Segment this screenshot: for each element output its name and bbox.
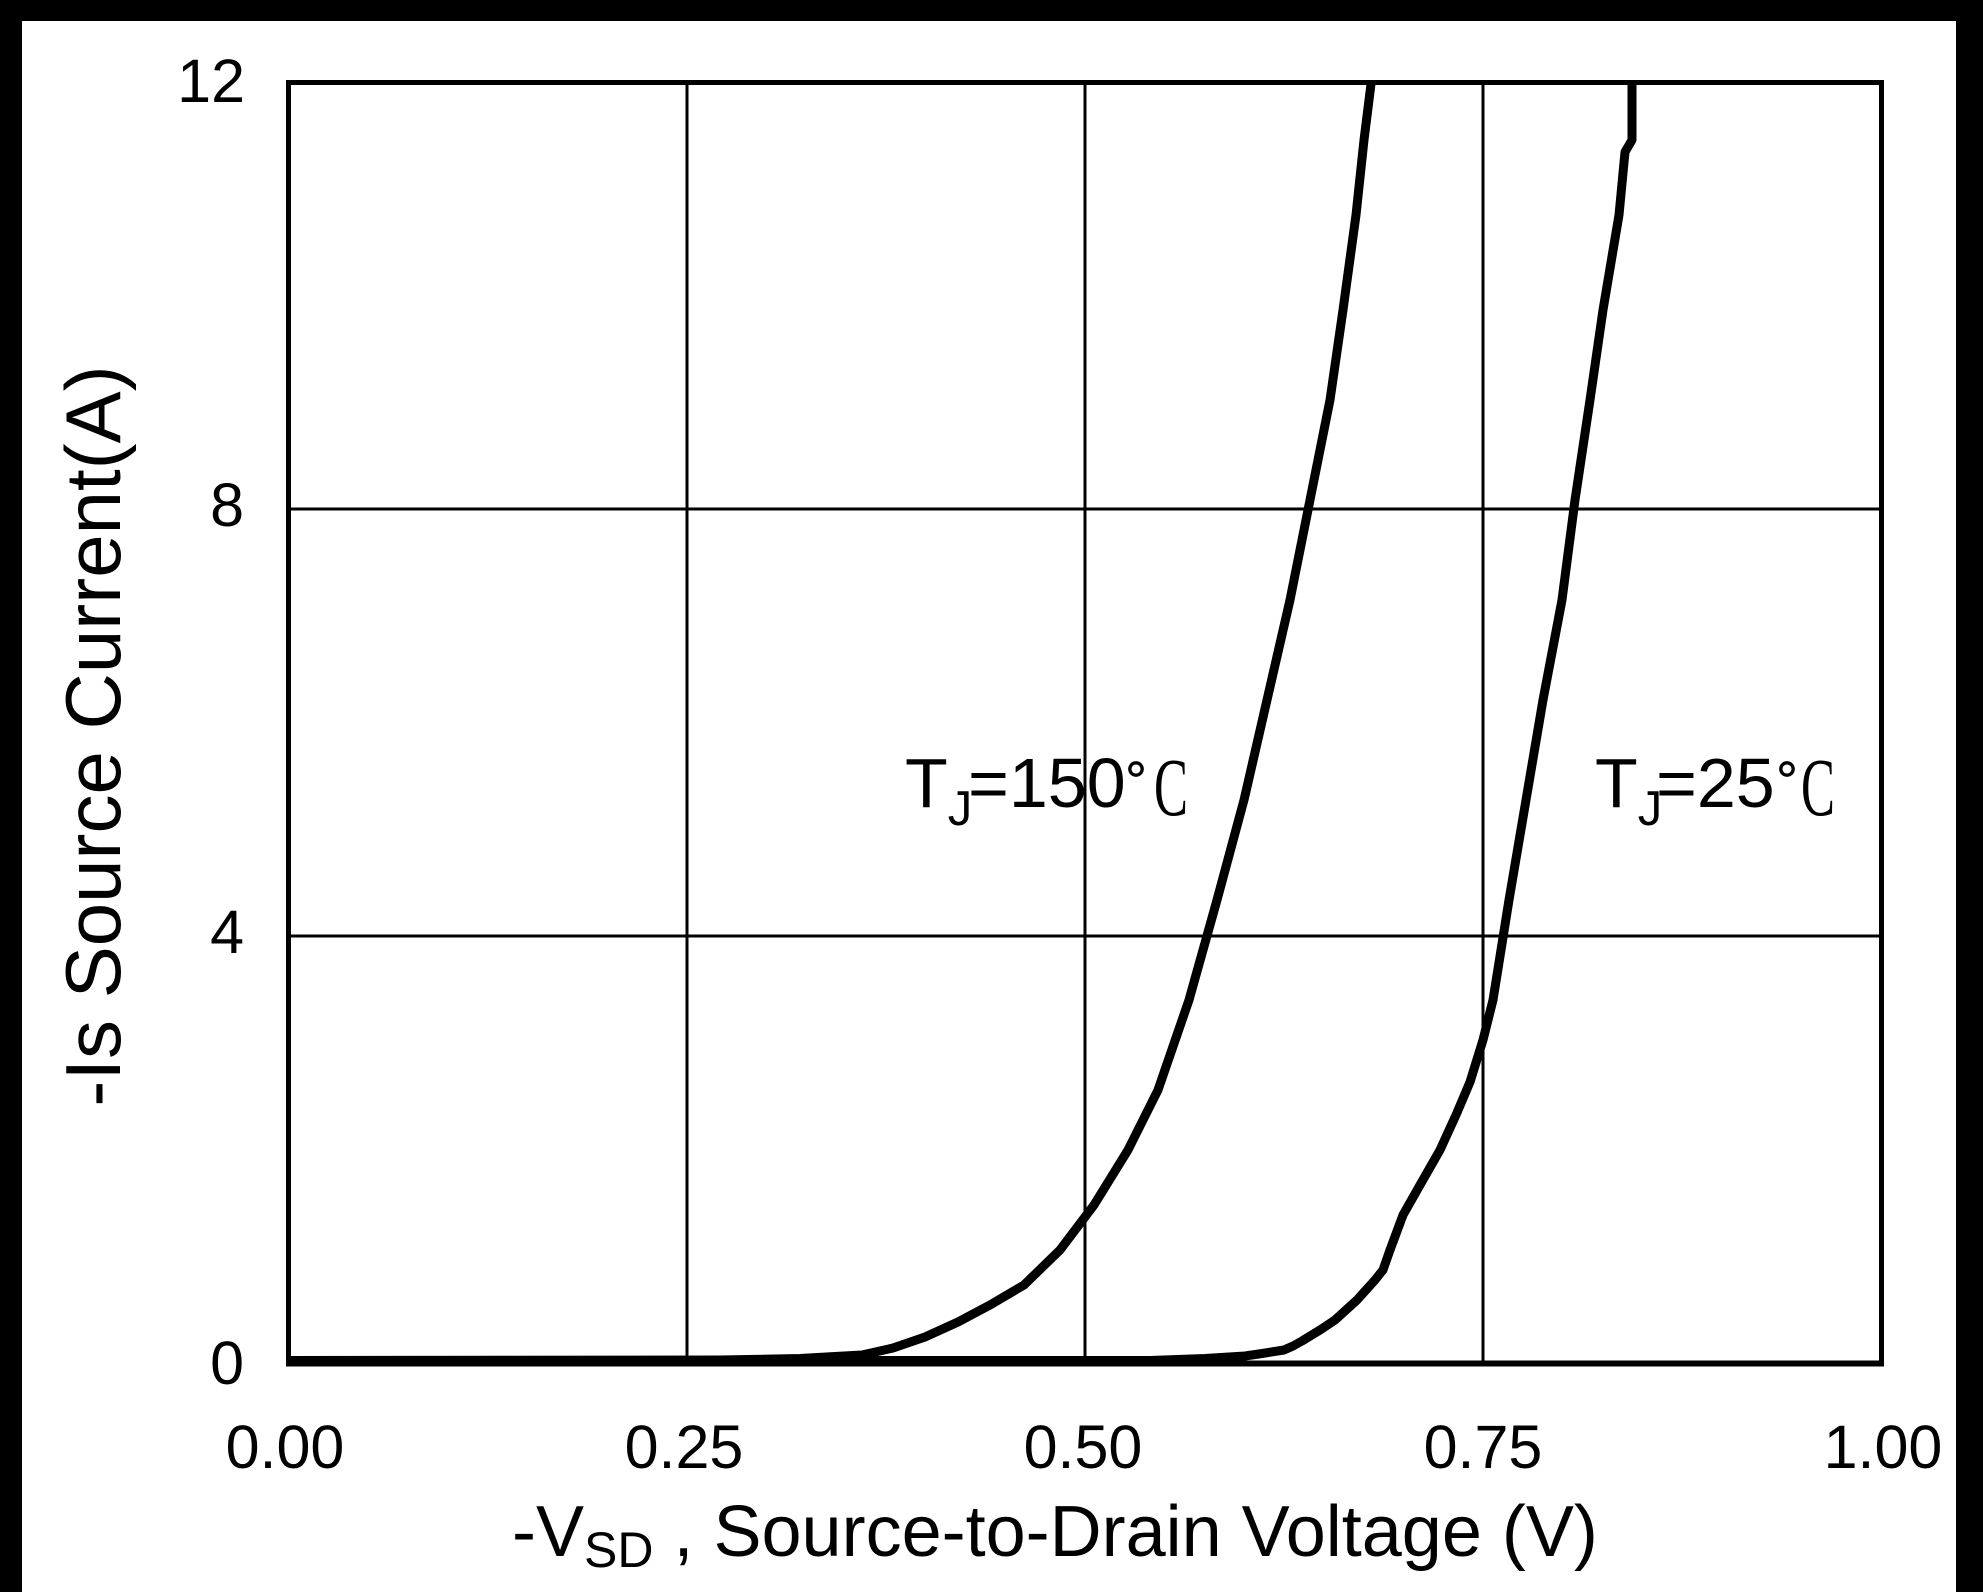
svg-text:C: C — [1154, 741, 1188, 833]
svg-text:C: C — [1801, 741, 1835, 833]
svg-text:0: 0 — [210, 1329, 244, 1397]
svg-text:0.50: 0.50 — [1024, 1413, 1143, 1481]
svg-text:-Is Source Current(A): -Is Source Current(A) — [49, 365, 137, 1106]
svg-text:0.25: 0.25 — [625, 1413, 744, 1481]
svg-text:1.00: 1.00 — [1824, 1413, 1943, 1481]
svg-text:8: 8 — [210, 471, 244, 539]
svg-text:0.00: 0.00 — [226, 1413, 345, 1481]
svg-text:-VSD , Source-to-Drain Voltage: -VSD , Source-to-Drain Voltage (V) — [512, 1492, 1598, 1578]
svg-text:TJ=25: TJ=25 — [1595, 744, 1775, 836]
svg-text:4: 4 — [210, 898, 244, 966]
svg-text:0.75: 0.75 — [1424, 1413, 1543, 1481]
svg-text:TJ=150: TJ=150 — [905, 744, 1126, 836]
svg-text:12: 12 — [177, 47, 245, 115]
